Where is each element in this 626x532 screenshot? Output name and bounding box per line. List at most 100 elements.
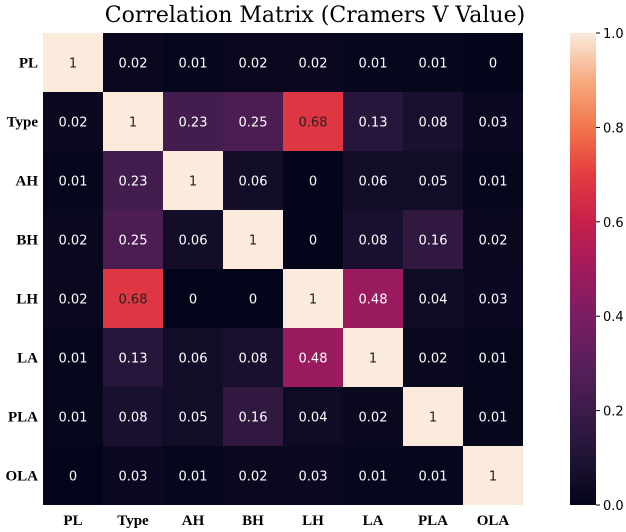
heatmap-cell bbox=[463, 446, 523, 505]
heatmap-cells: 1 0.02 0.01 0.02 0.02 0.01 0.01 0 0.02 1 0.23 0.25 0… bbox=[43, 33, 523, 505]
column-label: PL bbox=[63, 513, 82, 529]
cell-value-label: 0 bbox=[489, 57, 497, 72]
heatmap-cell bbox=[403, 151, 463, 210]
row-label: LA bbox=[17, 351, 38, 367]
cell-value-label: 0.03 bbox=[299, 470, 328, 485]
heatmap-cell bbox=[163, 328, 223, 387]
colorbar-ticks: 0.0 0.2 0.4 0.6 0.8 1.0 bbox=[596, 27, 624, 514]
cell-value-label: 0.02 bbox=[59, 116, 88, 131]
cell-value-label: 0.01 bbox=[419, 57, 448, 72]
heatmap-cell bbox=[103, 210, 163, 269]
cell-value-label: 0.13 bbox=[119, 352, 148, 367]
cell-value-label: 0.01 bbox=[59, 352, 88, 367]
column-label: Type bbox=[117, 513, 149, 529]
cell-value-label: 0.02 bbox=[299, 57, 328, 72]
cell-value-label: 0.08 bbox=[419, 116, 448, 131]
row-label: PLA bbox=[8, 410, 38, 426]
heatmap-cell bbox=[163, 92, 223, 151]
heatmap-cell bbox=[103, 387, 163, 446]
heatmap-cell bbox=[463, 33, 523, 92]
cell-value-label: 0.03 bbox=[479, 116, 508, 131]
heatmap-cell bbox=[43, 387, 103, 446]
cell-value-label: 1 bbox=[189, 175, 197, 190]
cell-value-label: 0.02 bbox=[239, 57, 268, 72]
column-label: OLA bbox=[477, 513, 510, 529]
heatmap-cell bbox=[343, 387, 403, 446]
heatmap-cell bbox=[463, 92, 523, 151]
cell-value-label: 0.68 bbox=[299, 116, 328, 131]
cell-value-label: 0.01 bbox=[179, 57, 208, 72]
colorbar-tick-label: 0.0 bbox=[603, 499, 624, 514]
cell-value-label: 0.02 bbox=[419, 352, 448, 367]
cell-value-label: 0.08 bbox=[239, 352, 268, 367]
heatmap-cell bbox=[163, 269, 223, 328]
cell-value-label: 0.01 bbox=[359, 470, 388, 485]
cell-value-label: 1 bbox=[489, 470, 497, 485]
heatmap-cell bbox=[283, 151, 343, 210]
cell-value-label: 0.05 bbox=[419, 175, 448, 190]
heatmap-cell bbox=[223, 33, 283, 92]
colorbar-tick-label: 0.2 bbox=[603, 405, 624, 420]
cell-value-label: 0.04 bbox=[419, 293, 448, 308]
cell-value-label: 0 bbox=[309, 234, 317, 249]
cell-value-label: 0.01 bbox=[59, 175, 88, 190]
heatmap-cell bbox=[283, 387, 343, 446]
row-label: LH bbox=[16, 292, 38, 308]
heatmap-cell bbox=[343, 328, 403, 387]
cell-value-label: 0.02 bbox=[59, 293, 88, 308]
cell-value-label: 0.01 bbox=[179, 470, 208, 485]
cell-value-label: 0.01 bbox=[479, 352, 508, 367]
heatmap-cell bbox=[343, 446, 403, 505]
cell-value-label: 0.02 bbox=[59, 234, 88, 249]
heatmap-cell bbox=[43, 33, 103, 92]
cell-value-label: 0.06 bbox=[239, 175, 268, 190]
cell-value-label: 0.23 bbox=[179, 116, 208, 131]
cell-value-label: 0.25 bbox=[119, 234, 148, 249]
row-label: OLA bbox=[5, 469, 38, 485]
heatmap-cell bbox=[283, 210, 343, 269]
cell-value-label: 0.02 bbox=[359, 411, 388, 426]
cell-value-label: 0.02 bbox=[479, 234, 508, 249]
heatmap-cell bbox=[43, 151, 103, 210]
heatmap-cell bbox=[163, 210, 223, 269]
cell-value-label: 0.08 bbox=[119, 411, 148, 426]
heatmap-cell bbox=[343, 33, 403, 92]
cell-value-label: 0.04 bbox=[299, 411, 328, 426]
column-label: BH bbox=[242, 513, 264, 529]
cell-value-label: 0.05 bbox=[179, 411, 208, 426]
heatmap-cell bbox=[103, 446, 163, 505]
cell-value-label: 0 bbox=[249, 293, 257, 308]
heatmap-cell bbox=[43, 269, 103, 328]
cell-value-label: 0.68 bbox=[119, 293, 148, 308]
row-label: BH bbox=[16, 233, 38, 249]
heatmap-cell bbox=[403, 446, 463, 505]
cell-value-label: 0.16 bbox=[419, 234, 448, 249]
heatmap-cell bbox=[283, 92, 343, 151]
heatmap-cell bbox=[223, 328, 283, 387]
heatmap-cell bbox=[43, 328, 103, 387]
colorbar bbox=[570, 33, 596, 505]
colorbar-tick-label: 0.8 bbox=[603, 121, 624, 136]
column-label: PLA bbox=[418, 513, 448, 529]
cell-value-label: 0 bbox=[309, 175, 317, 190]
heatmap-cell bbox=[223, 269, 283, 328]
cell-value-label: 0.01 bbox=[359, 57, 388, 72]
heatmap-cell bbox=[283, 328, 343, 387]
cell-value-label: 1 bbox=[309, 293, 317, 308]
heatmap-cell bbox=[43, 210, 103, 269]
column-label: AH bbox=[182, 513, 205, 529]
cell-value-label: 0.03 bbox=[479, 293, 508, 308]
heatmap-cell bbox=[343, 151, 403, 210]
heatmap-cell bbox=[283, 33, 343, 92]
row-label: PL bbox=[19, 56, 38, 72]
row-label: AH bbox=[16, 174, 39, 190]
chart-title: Correlation Matrix (Cramers V Value) bbox=[105, 3, 525, 28]
cell-value-label: 0 bbox=[189, 293, 197, 308]
column-label: LA bbox=[363, 513, 384, 529]
colorbar-tick-label: 0.4 bbox=[603, 310, 624, 325]
row-labels: PL Type AH BH LH LA PLA OLA bbox=[5, 56, 38, 485]
heatmap-cell bbox=[43, 446, 103, 505]
heatmap-cell bbox=[343, 92, 403, 151]
cell-value-label: 0.02 bbox=[119, 57, 148, 72]
